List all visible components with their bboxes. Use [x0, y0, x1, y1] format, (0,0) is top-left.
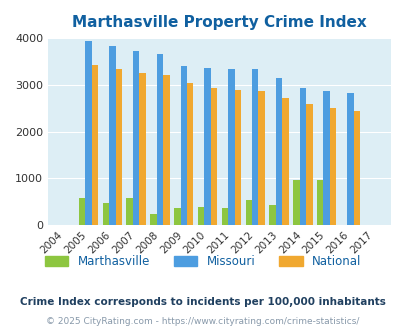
Bar [115, 69, 122, 225]
Bar [79, 198, 85, 225]
Text: © 2025 CityRating.com - https://www.cityrating.com/crime-statistics/: © 2025 CityRating.com - https://www.city… [46, 317, 359, 326]
Bar [187, 83, 193, 225]
Bar [126, 198, 132, 225]
Bar [292, 180, 299, 225]
Title: Marthasville Property Crime Index: Marthasville Property Crime Index [72, 15, 366, 30]
Text: Crime Index corresponds to incidents per 100,000 inhabitants: Crime Index corresponds to incidents per… [20, 297, 385, 307]
Bar [92, 65, 98, 225]
Bar [132, 51, 139, 225]
Bar [163, 76, 169, 225]
Bar [323, 91, 329, 225]
Bar [269, 205, 275, 225]
Bar [252, 69, 258, 225]
Bar [245, 200, 252, 225]
Bar [258, 91, 264, 225]
Bar [204, 68, 210, 225]
Bar [234, 89, 241, 225]
Bar [198, 207, 204, 225]
Bar [353, 111, 359, 225]
Bar [109, 46, 115, 225]
Bar [85, 41, 92, 225]
Bar [180, 66, 187, 225]
Bar [275, 78, 281, 225]
Bar [305, 104, 312, 225]
Bar [156, 54, 163, 225]
Bar [210, 88, 217, 225]
Bar [346, 93, 353, 225]
Bar [316, 180, 323, 225]
Bar [228, 69, 234, 225]
Bar [150, 214, 156, 225]
Bar [174, 208, 180, 225]
Bar [281, 98, 288, 225]
Bar [299, 88, 305, 225]
Bar [221, 208, 228, 225]
Bar [329, 108, 335, 225]
Bar [139, 73, 145, 225]
Legend: Marthasville, Missouri, National: Marthasville, Missouri, National [40, 250, 365, 273]
Bar [102, 203, 109, 225]
